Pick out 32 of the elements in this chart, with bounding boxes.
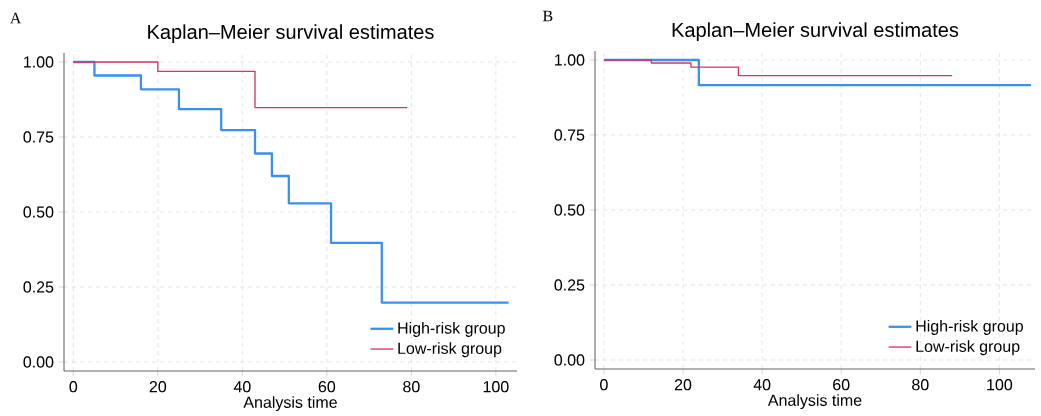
x-axis-title: Analysis time <box>767 394 862 410</box>
legend-label: Low-risk group <box>398 342 502 358</box>
text: A <box>9 12 22 24</box>
y-tick-label: 0.50 <box>23 206 54 218</box>
x-tick-label: 100 <box>987 379 1013 391</box>
legend-label: High-risk group <box>916 320 1023 336</box>
x-tick-label: 80 <box>912 379 929 391</box>
x-tick-label: 20 <box>674 379 692 391</box>
x-tick-label: 80 <box>403 381 420 393</box>
chart-title: Kaplan–Meier survival estimates <box>672 22 959 42</box>
x-tick-label: 0 <box>69 381 78 393</box>
text: B <box>542 10 553 22</box>
y-tick-label: 0.00 <box>554 354 585 366</box>
y-tick-label: 1.00 <box>555 54 585 66</box>
x-tick-label: 40 <box>753 379 771 391</box>
y-tick-label: 1.00 <box>24 56 54 68</box>
y-tick-label: 0.75 <box>23 131 54 143</box>
x-tick-label: 20 <box>149 381 167 393</box>
y-tick-label: 0.25 <box>554 279 585 291</box>
x-tick-label: 100 <box>483 381 509 393</box>
x-tick-label: 60 <box>318 381 336 393</box>
y-tick-label: 0.50 <box>554 204 585 216</box>
x-tick-label: 40 <box>233 381 251 393</box>
chart-title: Kaplan–Meier survival estimates <box>148 24 434 44</box>
x-tick-label: 0 <box>600 379 608 391</box>
y-tick-label: 0.75 <box>554 129 585 141</box>
y-tick-label: 0.25 <box>23 281 54 293</box>
legend-label: Low-risk group <box>916 340 1020 356</box>
x-tick-label: 60 <box>833 379 850 391</box>
x-axis-title: Analysis time <box>243 396 337 412</box>
y-tick-label: 0.00 <box>23 356 54 368</box>
legend-label: High-risk group <box>398 322 505 338</box>
